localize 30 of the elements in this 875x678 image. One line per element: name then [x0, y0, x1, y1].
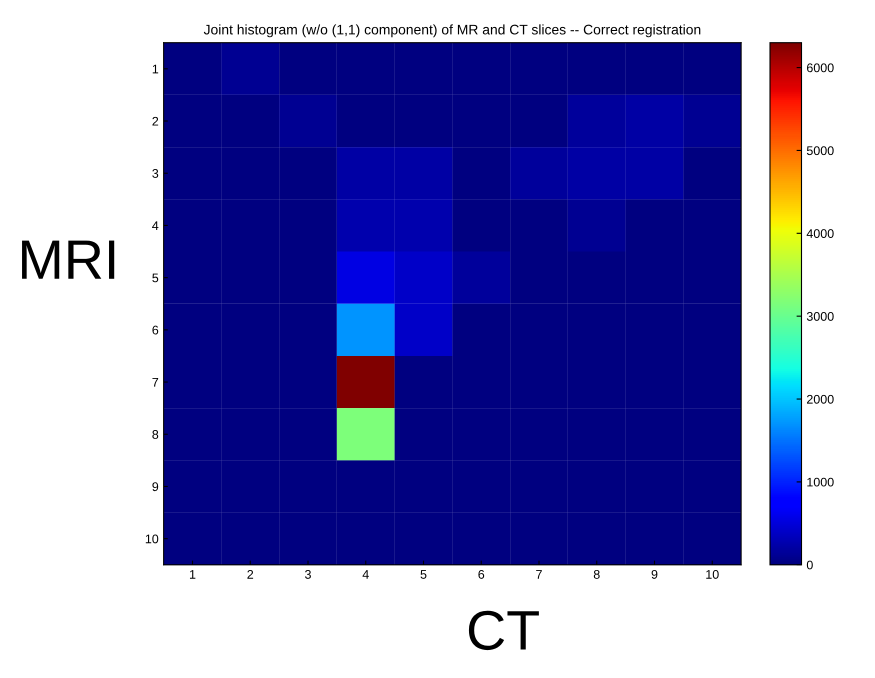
- color-bar-label: 2000: [806, 394, 834, 404]
- y-tick-label: 2: [152, 116, 158, 126]
- y-tick-label: 1: [152, 64, 158, 74]
- color-bar-label: 0: [806, 560, 813, 570]
- x-tick-label: 2: [247, 570, 254, 579]
- color-bar-label: 3000: [806, 312, 834, 321]
- x-tick-label: 7: [536, 570, 542, 579]
- y-tick-label: 5: [152, 274, 158, 282]
- y-tick-label: 3: [152, 169, 158, 178]
- x-tick-label: 10: [706, 570, 719, 579]
- color-bar-label: 5000: [806, 146, 834, 156]
- y-tick-label: 4: [152, 221, 158, 230]
- x-tick-label: 9: [652, 570, 658, 579]
- x-tick-label: 6: [478, 570, 484, 579]
- x-tick-label: 8: [594, 570, 600, 579]
- x-tick-label: 4: [362, 570, 369, 579]
- x-tick-label: 1: [190, 570, 196, 579]
- color-bar-label: 1000: [807, 478, 834, 487]
- y-tick-label: 10: [146, 534, 158, 544]
- y-axis-title: MRI: [22, 240, 114, 279]
- color-bar-label: 6000: [806, 63, 834, 72]
- x-tick-label: 5: [420, 570, 426, 579]
- color-bar-label: 4000: [806, 229, 834, 238]
- x-tick-label: 3: [305, 570, 311, 579]
- chart-title: Joint histogram (w/o (1,1) component) of MR and CT slices -- Correct registration: [204, 24, 700, 38]
- y-tick-label: 9: [152, 482, 158, 492]
- y-tick-label: 8: [152, 430, 158, 439]
- x-axis-title: CT: [468, 610, 539, 650]
- y-tick-label: 7: [152, 378, 158, 387]
- y-tick-label: 6: [152, 326, 158, 334]
